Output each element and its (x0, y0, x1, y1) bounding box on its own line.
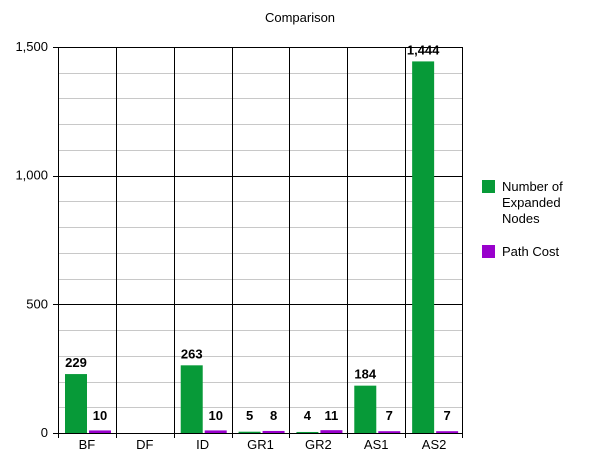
data-label: 10 (208, 408, 222, 423)
x-tick-label: ID (196, 437, 209, 452)
bar-path-cost (262, 430, 285, 433)
bars (65, 61, 459, 433)
x-tick-label: GR2 (305, 437, 332, 452)
y-tick-label: 0 (41, 425, 48, 440)
bar-expanded-nodes (238, 431, 261, 433)
bar-expanded-nodes (412, 61, 435, 433)
bar-path-cost (320, 430, 343, 433)
data-label: 5 (246, 408, 253, 423)
data-label: 229 (65, 355, 87, 370)
data-label: 184 (354, 367, 376, 382)
data-labels: 229 10 263 10 5 8 4 11 184 7 1,444 7 (65, 42, 451, 423)
axes (53, 47, 463, 438)
bar-path-cost (436, 431, 459, 433)
legend-swatch (482, 180, 495, 193)
legend-label: Expanded (502, 195, 561, 210)
x-tick-label: GR1 (247, 437, 274, 452)
chart-title: Comparison (265, 10, 335, 25)
data-label: 7 (444, 408, 451, 423)
y-axis-ticks: 0 500 1,000 1,500 (15, 39, 48, 440)
y-tick-label: 500 (26, 296, 48, 311)
legend-label: Path Cost (502, 244, 559, 259)
legend-swatch (482, 245, 495, 258)
data-label: 1,444 (407, 42, 440, 57)
bar-expanded-nodes (180, 365, 203, 433)
bar-expanded-nodes (296, 431, 319, 433)
y-tick-label: 1,500 (15, 39, 48, 54)
bar-expanded-nodes (65, 374, 87, 433)
bar-expanded-nodes (354, 385, 377, 433)
legend-label: Nodes (502, 211, 540, 226)
legend-label: Number of (502, 179, 563, 194)
data-label: 10 (93, 408, 107, 423)
bar-path-cost (89, 430, 111, 433)
data-label: 7 (386, 408, 393, 423)
x-axis-ticks: BF DF ID GR1 GR2 AS1 AS2 (79, 437, 447, 452)
y-tick-label: 1,000 (15, 168, 48, 183)
bar-path-cost (204, 430, 227, 433)
data-label: 4 (304, 408, 312, 423)
data-label: 263 (181, 346, 203, 361)
data-label: 11 (325, 408, 339, 423)
x-tick-label: AS2 (422, 437, 447, 452)
grid-lines (58, 47, 463, 434)
x-tick-label: DF (136, 437, 153, 452)
bar-path-cost (378, 431, 401, 433)
x-tick-label: AS1 (364, 437, 389, 452)
data-label: 8 (270, 408, 277, 423)
x-tick-label: BF (79, 437, 96, 452)
